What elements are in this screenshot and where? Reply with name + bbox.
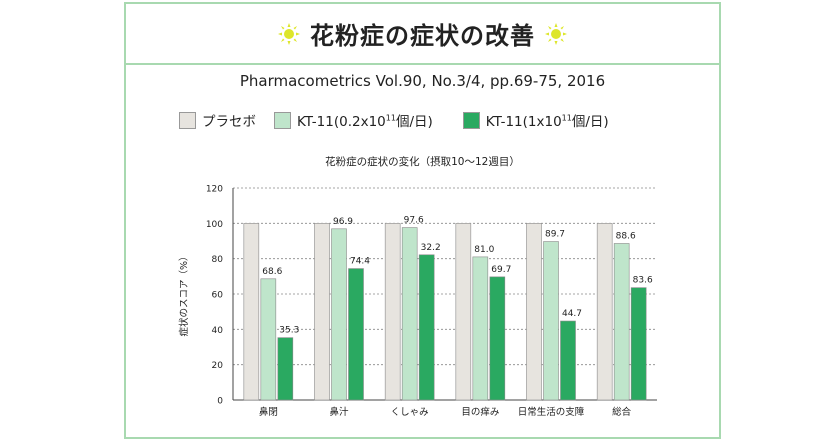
bar-low-dose [543,241,559,401]
x-tick-label: くしゃみ [391,407,429,418]
chart-title: 花粉症の症状の変化（摂取10〜12週目） [325,156,520,168]
data-label: 44.7 [562,309,582,319]
data-label: 74.4 [350,257,370,267]
bar-high-dose [348,268,364,401]
y-tick-label: 80 [212,255,224,265]
bar-placebo [314,223,330,401]
legend-label-low-dose: KT-11(0.2x1011個/日) [297,113,433,131]
bar-high-dose [418,254,435,401]
bar-high-dose [560,320,576,401]
bar-low-dose [613,243,630,401]
bar-low-dose [260,278,277,401]
legend-swatch-placebo [179,111,196,129]
page-title: 花粉症の症状の改善 [310,22,535,50]
legend: プラセボ KT-11(0.2x1011個/日) KT-11(1x1011個/日) [179,110,627,130]
legend-label-high-dose: KT-11(1x1011個/日) [485,113,609,131]
x-tick-label: 総合 [612,406,632,418]
y-tick-label: 120 [206,185,223,195]
bar-low-dose [331,228,347,401]
x-tick-label: 鼻閉 [259,406,278,418]
bar-placebo [243,223,260,401]
x-tick-label: 日常生活の支障 [518,406,585,418]
title-band: 花粉症の症状の改善 [126,4,719,65]
sun-icon [278,22,300,45]
content-frame: 花粉症の症状の改善 Pharmacometrics Vol.90, No.3/4… [124,2,721,439]
data-label: 89.7 [545,230,565,240]
y-tick-label: 60 [212,291,224,301]
legend-item-low-dose: KT-11(0.2x1011個/日) [274,110,433,130]
bar-low-dose [401,227,418,401]
y-tick-label: 20 [212,361,224,371]
y-tick-label: 100 [206,220,223,230]
bar-high-dose [489,276,506,401]
legend-item-high-dose: KT-11(1x1011個/日) [462,110,609,131]
y-axis-label: 症状のスコア（%） [178,251,190,336]
data-label: 69.7 [491,265,511,275]
data-label: 97.6 [404,216,424,226]
legend-label-placebo: プラセボ [202,114,256,130]
legend-item-placebo: プラセボ [179,110,256,130]
x-tick-label: 目の痒み [461,406,499,418]
data-label: 88.6 [616,231,636,241]
y-tick-label: 0 [217,397,223,407]
bar-placebo [384,223,401,401]
data-label: 68.6 [262,267,282,277]
y-tick-label: 40 [212,326,224,336]
data-label: 83.6 [633,276,653,286]
bar-high-dose [277,337,294,401]
x-tick-label: 鼻汁 [329,406,349,418]
bar-placebo [455,223,472,401]
bar-chart: 0 20 40 60 80 100 120 症状のスコア（%） 68.6 35.3 鼻閉 96.9 74… [178,185,657,418]
source-citation: Pharmacometrics Vol.90, No.3/4, pp.69-75… [239,72,606,90]
sun-icon [545,22,567,45]
legend-swatch-low-dose [274,111,291,129]
data-label: 35.3 [279,326,299,336]
bar-placebo [526,223,542,401]
data-label: 96.9 [333,217,353,227]
legend-swatch-high-dose [462,111,480,129]
data-label: 81.0 [474,245,494,255]
bar-low-dose [472,256,489,401]
data-label: 32.2 [421,243,441,253]
bar-placebo [596,223,613,401]
bar-high-dose [630,287,647,401]
